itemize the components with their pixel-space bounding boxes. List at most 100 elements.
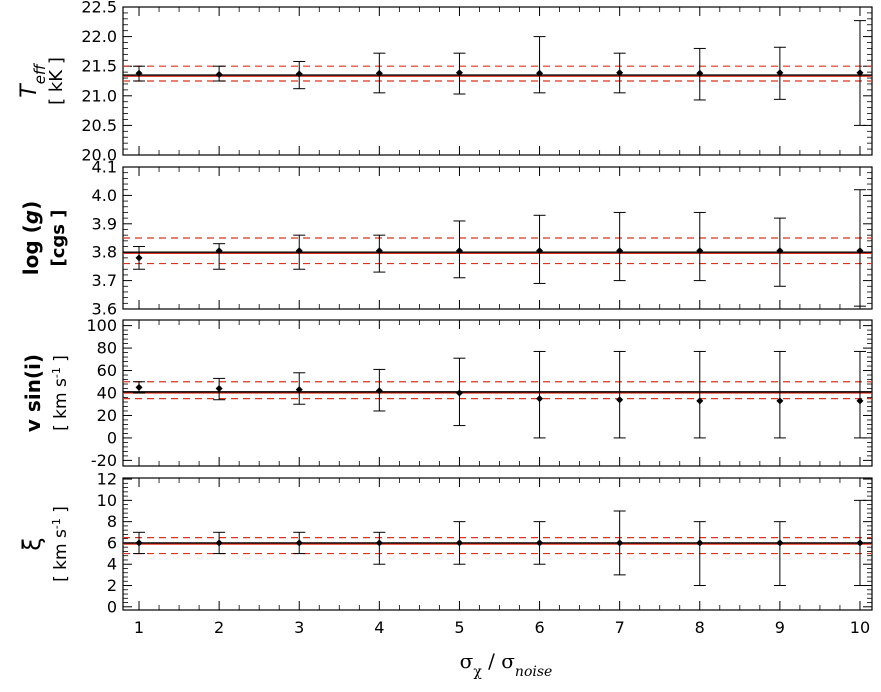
x-axis-label-sep: / σ bbox=[482, 649, 515, 673]
data-marker bbox=[215, 385, 223, 393]
data-point-xi-10 bbox=[853, 499, 866, 587]
y-label-italic: g bbox=[19, 210, 43, 224]
y-label-unit-close: ] bbox=[51, 355, 71, 367]
data-marker bbox=[616, 69, 624, 77]
data-point-teff-8 bbox=[693, 47, 706, 101]
y-label-unit: [ km s-1 ] bbox=[50, 355, 72, 431]
data-marker bbox=[295, 70, 303, 78]
data-point-teff-10 bbox=[853, 20, 866, 126]
y-tick-label: 21.5 bbox=[81, 57, 117, 76]
y-label-main: ξ bbox=[18, 537, 46, 550]
data-point-xi-8 bbox=[693, 521, 706, 587]
y-tick-label: 0 bbox=[107, 597, 117, 616]
data-point-teff-1 bbox=[133, 65, 146, 82]
data-marker bbox=[536, 247, 544, 255]
y-label-main-text: T bbox=[17, 83, 42, 98]
y-axis-label-teff: Teff[ kK ] bbox=[17, 57, 67, 105]
data-marker bbox=[375, 69, 383, 77]
x-tick-label: 10 bbox=[850, 618, 870, 637]
y-tick-label: 20.5 bbox=[81, 116, 117, 135]
y-tick-label: 3.7 bbox=[92, 271, 117, 290]
y-tick-label: 4.0 bbox=[92, 186, 117, 205]
y-tick-label: -20 bbox=[91, 451, 117, 470]
data-marker bbox=[135, 383, 143, 391]
y-label-main: Teff bbox=[17, 62, 49, 98]
data-marker bbox=[295, 386, 303, 394]
y-label-unit: [ kK ] bbox=[46, 57, 67, 105]
y-tick-label: 4 bbox=[107, 555, 117, 574]
data-point-logg-2 bbox=[213, 243, 226, 270]
data-marker bbox=[696, 397, 704, 405]
y-tick-label: 4.1 bbox=[92, 158, 117, 177]
y-label-main: log (g) bbox=[19, 201, 43, 275]
data-point-logg-9 bbox=[773, 217, 786, 287]
y-axis-label-vsini: v sin(i)[ km s-1 ] bbox=[21, 354, 71, 432]
data-marker bbox=[776, 247, 784, 255]
y-tick-label: 8 bbox=[107, 512, 117, 531]
data-point-teff-7 bbox=[613, 52, 626, 94]
y-tick-label: 80 bbox=[97, 339, 117, 358]
y-label-unit-text: [ km s bbox=[51, 378, 71, 431]
data-marker bbox=[215, 247, 223, 255]
x-tick-label: 2 bbox=[214, 618, 224, 637]
data-marker bbox=[696, 539, 704, 547]
data-marker bbox=[536, 69, 544, 77]
y-axis-label-xi: ξ [ km s-1 ] bbox=[18, 506, 71, 582]
data-point-teff-9 bbox=[773, 46, 786, 100]
data-marker bbox=[135, 69, 143, 77]
panels-group: 20.0 20.5 21.0 21.5 22.0 22.5 Teff[ kK ] 3.6 3.7… bbox=[17, 0, 873, 616]
x-axis-tick-labels: 1 2 3 4 5 6 7 8 9 10 bbox=[134, 618, 870, 637]
x-axis-label-sub2: noise bbox=[515, 664, 552, 680]
data-point-xi-4 bbox=[373, 531, 386, 565]
y-tick-label: 21.0 bbox=[81, 86, 117, 105]
data-point-xi-7 bbox=[613, 510, 626, 576]
data-point-teff-2 bbox=[213, 65, 226, 82]
data-marker bbox=[616, 396, 624, 404]
y-tick-label: 40 bbox=[97, 384, 117, 403]
y-tick-label: 0 bbox=[107, 428, 117, 447]
data-marker bbox=[295, 539, 303, 547]
data-point-vsini-6 bbox=[533, 350, 546, 439]
panel-teff: 20.0 20.5 21.0 21.5 22.0 22.5 Teff[ kK ] bbox=[17, 0, 873, 165]
data-point-xi-3 bbox=[293, 531, 306, 555]
data-marker bbox=[455, 539, 463, 547]
x-tick-label: 3 bbox=[294, 618, 304, 637]
data-point-teff-3 bbox=[293, 60, 306, 90]
y-tick-label: 3.8 bbox=[92, 243, 117, 262]
x-tick-label: 9 bbox=[775, 618, 785, 637]
y-tick-label: 6 bbox=[107, 533, 117, 552]
data-point-logg-3 bbox=[293, 234, 306, 270]
data-point-vsini-8 bbox=[693, 350, 706, 439]
data-marker bbox=[856, 247, 864, 255]
data-marker bbox=[616, 539, 624, 547]
y-tick-label: 3.6 bbox=[92, 300, 117, 319]
data-point-vsini-9 bbox=[773, 350, 786, 439]
y-tick-label: 2 bbox=[107, 576, 117, 595]
y-tick-label: 60 bbox=[97, 361, 117, 380]
data-point-teff-5 bbox=[453, 52, 466, 95]
data-marker bbox=[295, 247, 303, 255]
x-axis-label-sub1: χ bbox=[473, 664, 482, 680]
data-point-vsini-1 bbox=[133, 381, 146, 394]
data-point-vsini-2 bbox=[213, 377, 226, 401]
data-point-logg-5 bbox=[453, 220, 466, 279]
y-label-unit: [ km s-1 ] bbox=[50, 506, 72, 582]
y-label-unit: [cgs ] bbox=[48, 210, 69, 267]
data-point-logg-10 bbox=[853, 189, 866, 307]
data-point-logg-1 bbox=[133, 246, 146, 270]
data-marker bbox=[455, 389, 463, 397]
x-tick-label: 5 bbox=[454, 618, 464, 637]
y-label-unit-sup: -1 bbox=[50, 518, 63, 529]
data-point-logg-6 bbox=[533, 214, 546, 284]
data-marker bbox=[455, 69, 463, 77]
data-marker bbox=[696, 69, 704, 77]
data-point-teff-6 bbox=[533, 36, 546, 94]
panel-xi: 0 2 4 6 8 10 12 ξ [ km s-1 ] bbox=[18, 470, 873, 616]
data-point-teff-4 bbox=[373, 52, 386, 94]
data-marker bbox=[215, 539, 223, 547]
data-point-vsini-5 bbox=[453, 357, 466, 427]
x-axis-label-sigma: σ bbox=[460, 649, 474, 673]
data-marker bbox=[135, 539, 143, 547]
x-axis-label: σχ / σnoise bbox=[460, 649, 553, 680]
